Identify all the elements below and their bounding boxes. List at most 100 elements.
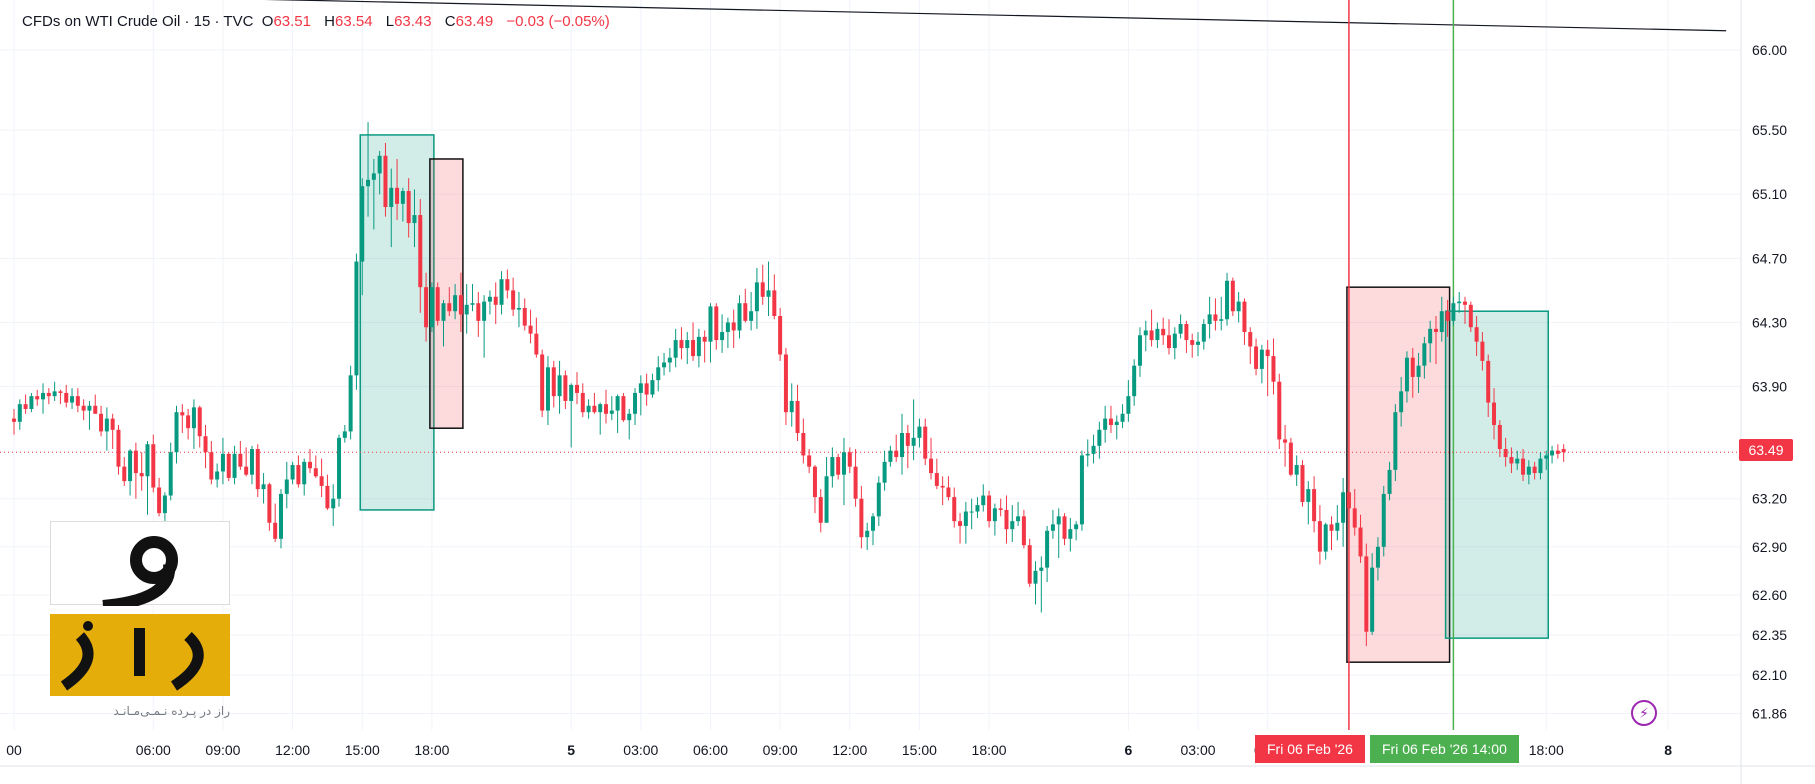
price-tick-label: 63.20 [1752,491,1787,507]
candle-body [1335,522,1340,531]
candle-body [511,290,516,310]
candle-body [476,303,481,321]
candle-body [186,415,191,429]
candle-body [487,296,492,302]
time-tick-label: 09:00 [763,742,798,758]
candle-body [1294,465,1299,475]
candle-body [244,466,249,475]
candle-body [1306,489,1311,502]
candle-body [574,384,579,393]
time-tick-label: 12:00 [275,742,310,758]
time-tick-label: 6 [1124,742,1132,758]
candle-body [1097,429,1102,446]
logo-tagline: راز در پـرده نـمـی‌مـانـد [113,704,230,718]
candle-body [830,457,835,477]
candle-body [1219,319,1224,321]
logo-raz-glyph [60,621,204,691]
candle-body [278,493,283,539]
candle-body [1166,335,1171,349]
candle-body [1074,524,1079,530]
candle-body [534,333,539,355]
candle-body [812,466,817,498]
candle-body [1439,311,1444,333]
candle-body [75,396,80,406]
candle-body [818,497,823,523]
candle-body [656,367,661,381]
symbol-title[interactable]: CFDs on WTI Crude Oil · 15 · TVC [22,13,254,30]
candle-body [1236,301,1241,312]
candle-body [1137,335,1142,366]
candle-body [598,404,603,413]
candle-body [934,473,939,486]
candle-body [1480,341,1485,361]
candle-body [1288,442,1293,475]
candle-body [1422,343,1427,366]
candle-body [1497,425,1502,450]
candle-body [627,413,632,421]
change-value: −0.03 (−0.05%) [506,13,610,30]
candle-body [1120,413,1125,422]
candle-body [226,453,231,478]
candle-body [1213,314,1218,321]
short-position-box[interactable] [1346,286,1451,663]
candle-body [894,450,899,458]
short-position-box[interactable] [429,158,464,429]
candle-body [342,431,347,438]
candle-body [667,357,672,363]
candle-body [604,404,609,414]
candle-body [720,332,725,341]
time-tick-label: 15:00 [902,742,937,758]
candle-body [1410,357,1415,377]
candle-body [1033,570,1038,584]
candle-body [1027,545,1032,584]
candle-body [1265,349,1270,357]
candle-body [696,336,701,357]
candle-body [545,367,550,411]
candle-body [1114,421,1119,425]
candle-body [754,282,759,312]
candle-body [1062,516,1067,539]
candle-body [975,505,980,512]
date-tag-red: Fri 06 Feb '26 [1255,735,1365,763]
candle-body [1358,527,1363,557]
candle-body [859,498,864,538]
candle-body [464,304,469,315]
lightning-icon[interactable]: ⚡ [1631,700,1657,726]
candle-body [569,384,574,401]
candle-body [760,282,765,297]
candle-body [1132,365,1137,397]
candle-body [702,336,707,342]
candle-body [93,405,98,414]
candle-body [958,521,963,526]
candle-body [1196,341,1201,345]
candle-body [981,495,986,506]
candle-body [1468,304,1473,328]
candle-body [447,303,452,312]
candle-body [499,279,504,305]
candle-body [841,452,846,475]
candle-body [1126,396,1131,414]
candle-body [1155,328,1160,341]
logo-bottom-panel [50,614,230,696]
candle-body [766,290,771,297]
candle-body [923,426,928,459]
candle-body [1178,324,1183,334]
candle-body [313,468,318,477]
candle-body [1172,333,1177,349]
candle-body [1190,340,1195,345]
candle-body [638,383,643,393]
date-tag-green: Fri 06 Feb '26 14:00 [1370,735,1519,763]
candle-body [969,511,974,513]
candle-body [296,465,301,485]
price-tick-label: 63.90 [1752,379,1787,395]
price-tick-label: 61.86 [1752,705,1787,721]
trend-line[interactable] [8,0,1727,32]
candle-body [1387,469,1392,494]
candle-body [1312,489,1317,522]
candle-body [168,452,173,496]
candle-body [1108,418,1113,425]
long-position-box[interactable] [1444,310,1550,639]
candle-body [273,522,278,539]
candle-body [1555,450,1560,454]
